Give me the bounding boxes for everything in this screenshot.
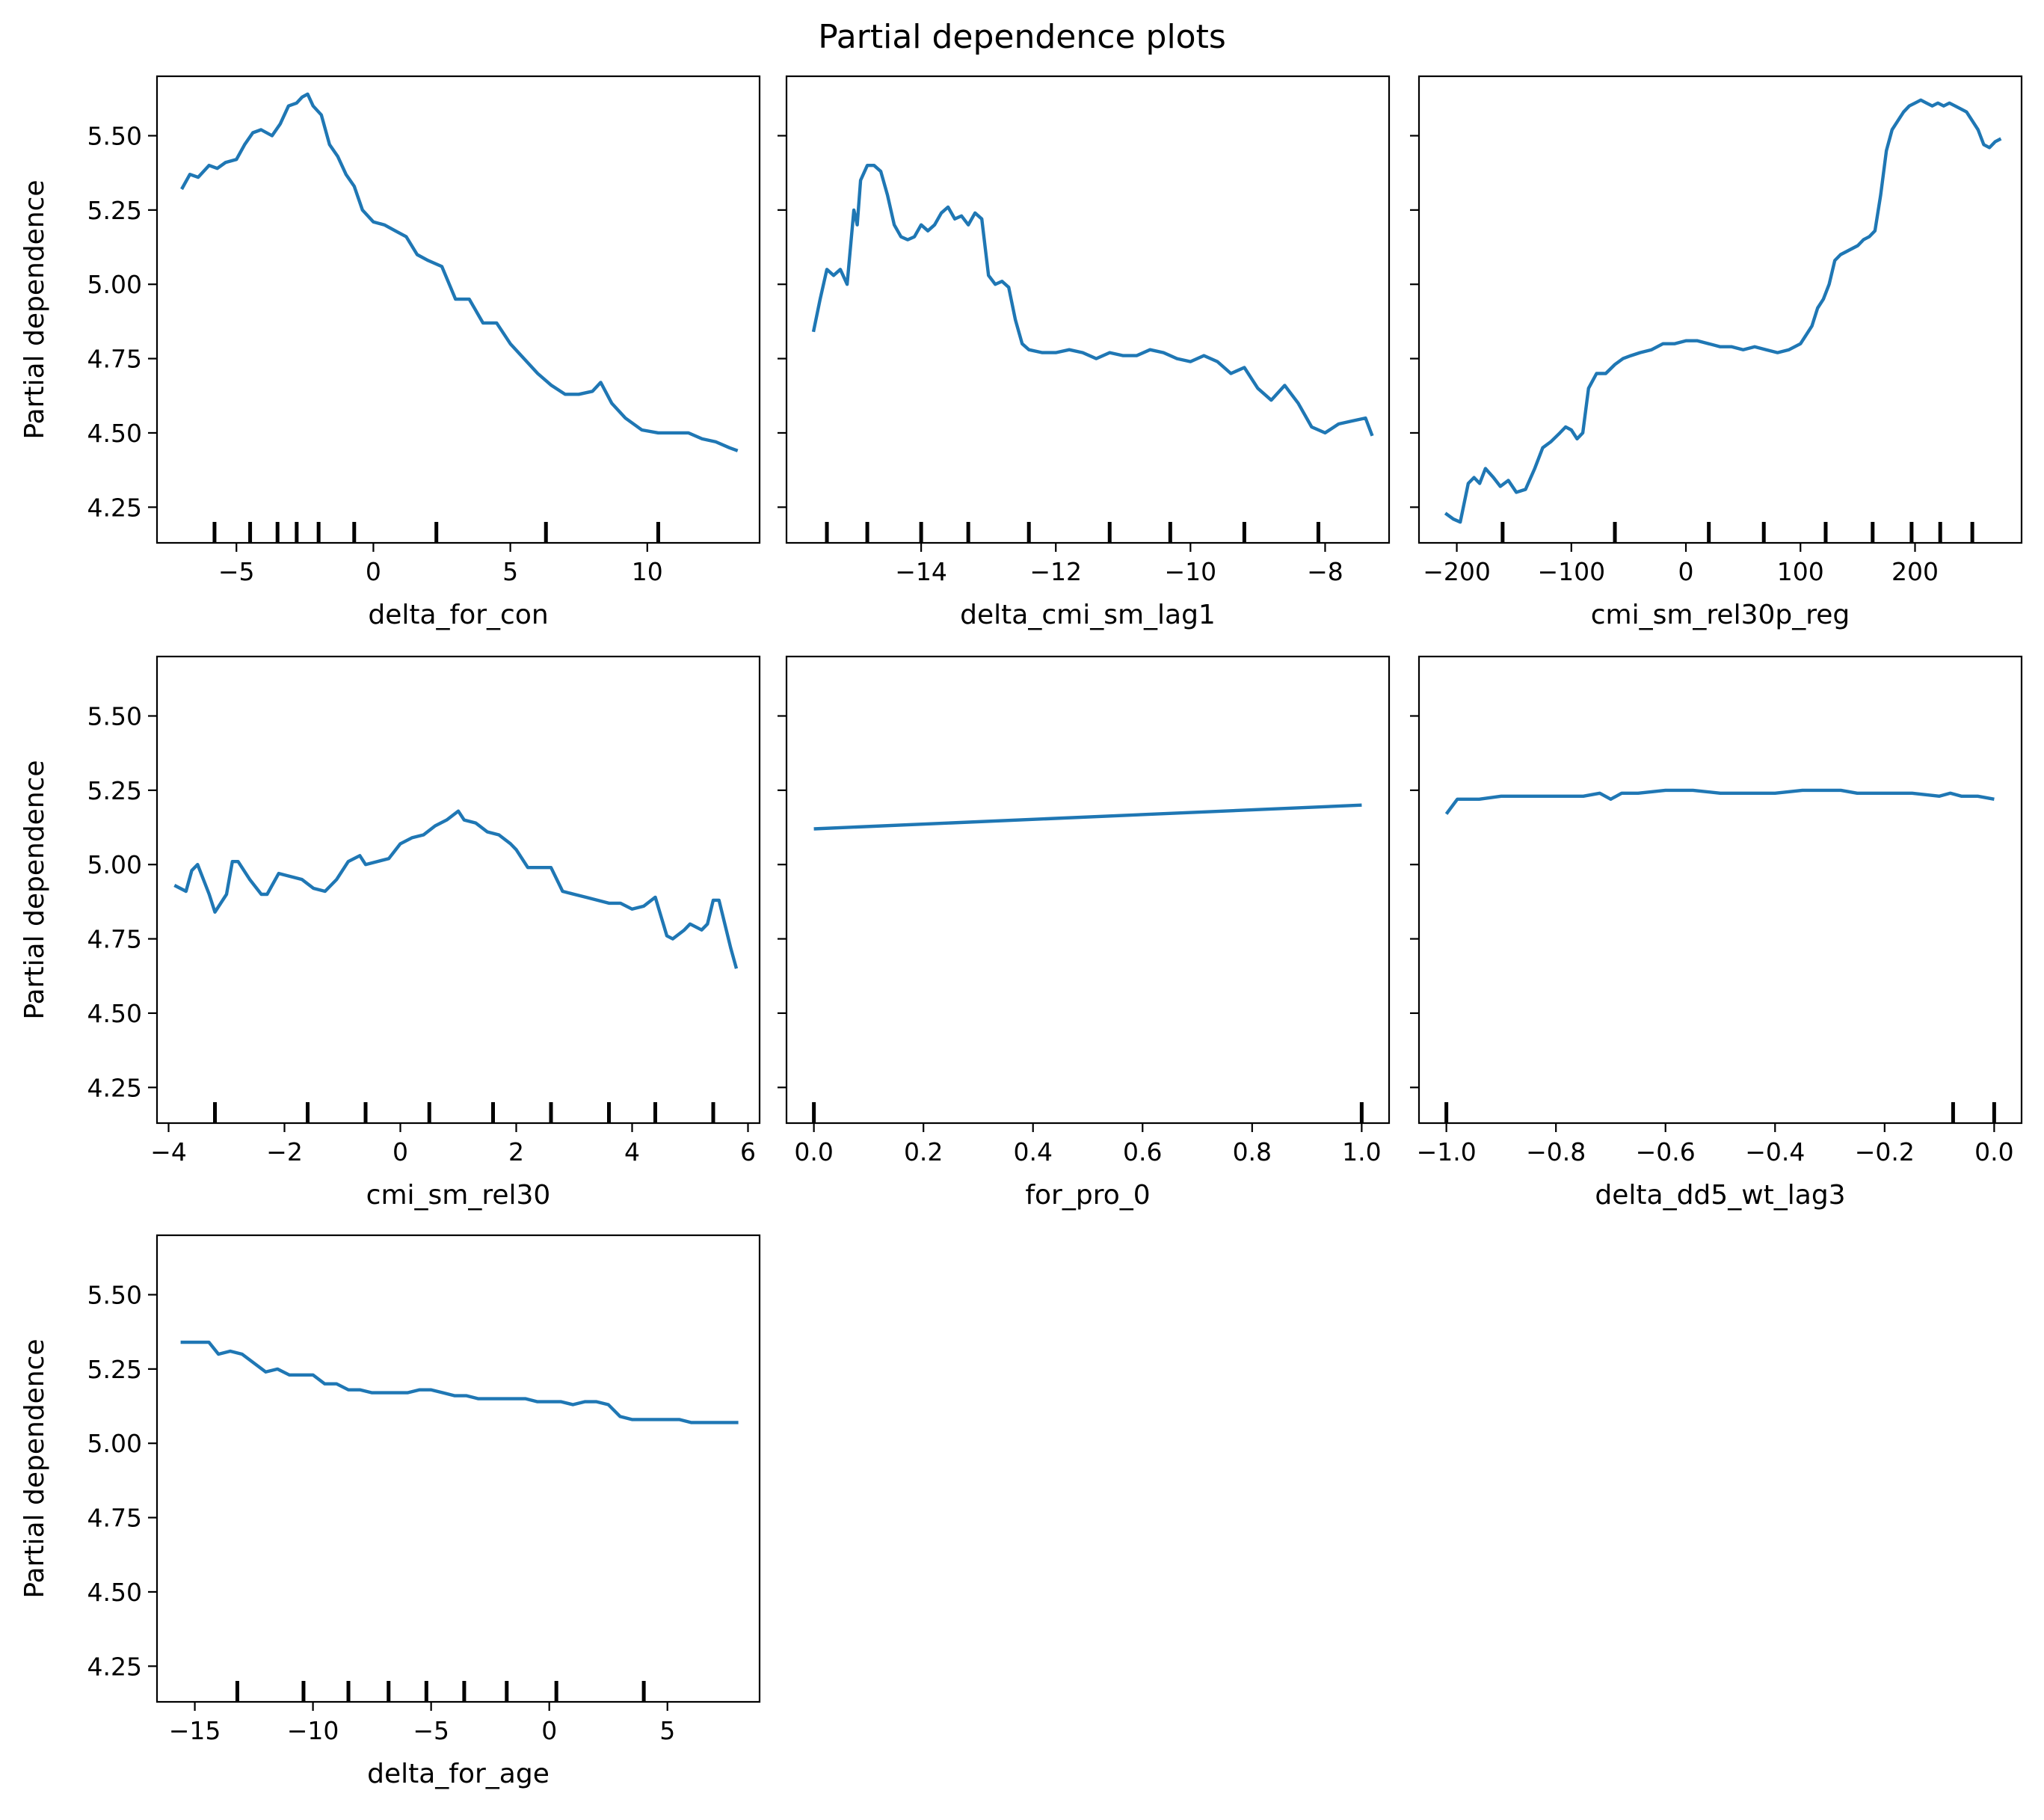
x-tick-label: 0.0 <box>794 1137 833 1166</box>
x-axis-label: cmi_sm_rel30 <box>366 1180 551 1211</box>
x-tick-label: −5 <box>218 557 255 586</box>
y-tick-label: 4.75 <box>87 925 142 954</box>
x-tick-label: 0 <box>541 1716 557 1745</box>
x-axis-label: delta_for_age <box>367 1759 550 1789</box>
y-axis-label: Partial dependence <box>19 1338 50 1598</box>
x-tick-label: −2 <box>266 1137 303 1166</box>
x-tick-label: 10 <box>632 557 663 586</box>
y-tick-label: 5.25 <box>87 196 142 225</box>
axes-frame <box>156 75 761 544</box>
pd-series-line <box>180 92 739 452</box>
pd-series-line <box>813 803 1362 831</box>
x-axis-label: delta_dd5_wt_lag3 <box>1595 1180 1845 1211</box>
x-tick-label: 0.4 <box>1013 1137 1052 1166</box>
axes-frame <box>785 75 1391 544</box>
y-axis-label: Partial dependence <box>19 179 50 439</box>
subplot-6: −1.0 −0.8 −0.6 −0.4 −0.2 0.0 delta_dd5_wt_lag3 <box>1410 655 2023 1211</box>
x-tick-label: −0.4 <box>1745 1137 1805 1166</box>
x-axis-label: delta_for_con <box>368 600 548 630</box>
pd-series-line <box>1444 788 1995 815</box>
x-tick-label: 0.8 <box>1233 1137 1272 1166</box>
y-tick-label: 4.25 <box>87 493 142 522</box>
axes-frame <box>785 655 1391 1125</box>
y-axis-label: Partial dependence <box>19 760 50 1019</box>
y-tick-label: 5.00 <box>87 270 142 299</box>
x-tick-label: −15 <box>169 1716 221 1745</box>
x-axis-label: delta_cmi_sm_lag1 <box>960 600 1216 630</box>
pd-series-line <box>1444 98 2002 524</box>
y-tick-label: 4.50 <box>87 1578 142 1607</box>
pd-series-line <box>180 1340 739 1424</box>
y-tick-label: 4.50 <box>87 419 142 448</box>
y-tick-label: 5.00 <box>87 850 142 879</box>
x-tick-label: −0.2 <box>1855 1137 1915 1166</box>
x-tick-label: −0.6 <box>1636 1137 1696 1166</box>
axes-frame <box>1417 655 2023 1125</box>
axes-frame <box>156 1234 761 1703</box>
x-tick-label: −1.0 <box>1417 1137 1477 1166</box>
y-tick-label: 5.25 <box>87 776 142 805</box>
subplot-4: 4.25 4.50 4.75 5.00 5.25 5.50 −4 −2 0 2 4 6 cmi_sm_r… <box>19 655 761 1211</box>
x-tick-label: −4 <box>150 1137 187 1166</box>
x-tick-label: 2 <box>508 1137 524 1166</box>
x-tick-label: −12 <box>1029 557 1082 586</box>
x-tick-label: 100 <box>1777 557 1824 586</box>
x-tick-label: −5 <box>413 1716 449 1745</box>
subplot-7: 4.25 4.50 4.75 5.00 5.25 5.50 −15 −10 −5 0 5 delta_… <box>19 1234 761 1789</box>
x-tick-label: 0 <box>1678 557 1694 586</box>
x-tick-label: 0 <box>366 557 381 586</box>
x-tick-label: 0.0 <box>1974 1137 2013 1166</box>
y-tick-label: 5.50 <box>87 121 142 150</box>
x-tick-label: −0.8 <box>1526 1137 1586 1166</box>
y-tick-label: 5.50 <box>87 1280 142 1309</box>
subplot-5: 0.0 0.2 0.4 0.6 0.8 1.0 for_pro_0 <box>778 655 1391 1211</box>
x-axis-label: for_pro_0 <box>1025 1180 1150 1211</box>
x-tick-label: 0.2 <box>904 1137 943 1166</box>
x-tick-label: −10 <box>287 1716 339 1745</box>
subplot-2: −14 −12 −10 −8 delta_cmi_sm_lag1 <box>778 75 1391 630</box>
y-tick-label: 4.75 <box>87 345 142 374</box>
x-tick-label: 0 <box>393 1137 408 1166</box>
x-tick-label: 1.0 <box>1342 1137 1381 1166</box>
figure-title: Partial dependence plots <box>818 18 1226 56</box>
x-tick-label: −10 <box>1165 557 1217 586</box>
x-tick-label: 0.6 <box>1123 1137 1162 1166</box>
x-axis-label: cmi_sm_rel30p_reg <box>1591 600 1850 630</box>
y-tick-label: 4.50 <box>87 999 142 1028</box>
y-tick-label: 4.25 <box>87 1073 142 1102</box>
x-tick-label: −200 <box>1423 557 1491 586</box>
axes-frame <box>156 655 761 1125</box>
x-tick-label: 200 <box>1891 557 1939 586</box>
x-tick-label: −100 <box>1537 557 1605 586</box>
x-tick-label: 5 <box>502 557 518 586</box>
pd-series-line <box>811 163 1374 437</box>
x-tick-label: 5 <box>659 1716 675 1745</box>
y-tick-label: 5.00 <box>87 1429 142 1458</box>
subplot-1: 4.25 4.50 4.75 5.00 5.25 5.50 −5 0 5 10 delta_for_… <box>19 75 761 630</box>
pd-series-line <box>173 809 739 969</box>
x-tick-label: 6 <box>740 1137 756 1166</box>
subplot-3: −200 −100 0 100 200 cmi_sm_rel30p_reg <box>1410 75 2023 630</box>
subplot-grid: 4.25 4.50 4.75 5.00 5.25 5.50 −5 0 5 10 delta_for_… <box>19 75 2023 1789</box>
x-tick-label: −14 <box>895 557 947 586</box>
y-tick-label: 4.25 <box>87 1652 142 1681</box>
x-tick-label: −8 <box>1307 557 1343 586</box>
axes-frame <box>1417 75 2023 544</box>
y-tick-label: 5.50 <box>87 701 142 731</box>
y-tick-label: 5.25 <box>87 1355 142 1384</box>
x-tick-label: 4 <box>624 1137 640 1166</box>
y-tick-label: 4.75 <box>87 1504 142 1533</box>
